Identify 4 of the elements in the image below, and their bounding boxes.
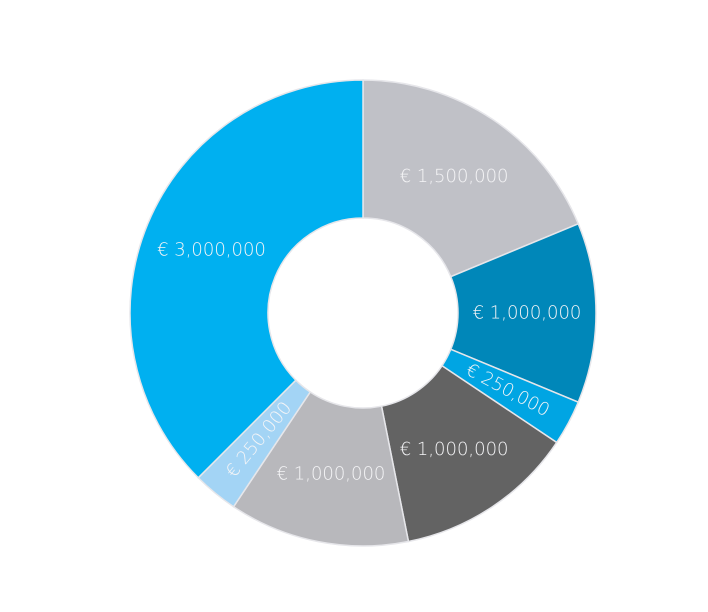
data-label: € 3,000,000 [157, 240, 266, 261]
data-label: € 1,000,000 [276, 463, 386, 484]
data-label: € 1,000,000 [400, 438, 509, 460]
data-label: € 1,000,000 [472, 302, 582, 324]
